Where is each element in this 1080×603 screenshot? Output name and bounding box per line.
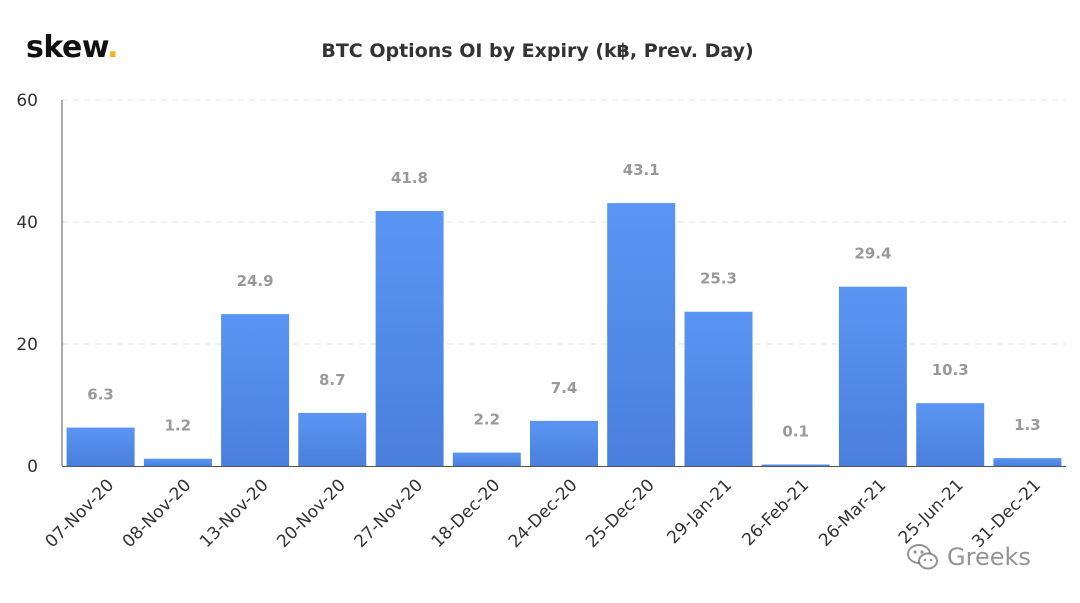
bar-27-Nov-20 bbox=[375, 211, 444, 466]
data-label: 7.4 bbox=[551, 379, 578, 397]
x-tick-label: 07-Nov-20 bbox=[42, 475, 119, 552]
x-tick-label: 20-Nov-20 bbox=[273, 475, 350, 552]
bar-20-Nov-20 bbox=[298, 412, 367, 466]
y-tick-label: 0 bbox=[27, 457, 38, 477]
bar-25-Jun-21 bbox=[916, 403, 985, 466]
watermark: Greeks bbox=[906, 540, 1031, 574]
data-label: 25.3 bbox=[700, 270, 737, 288]
y-tick-label: 60 bbox=[16, 91, 38, 111]
bar-13-Nov-20 bbox=[221, 314, 290, 466]
x-tick-label: 25-Dec-20 bbox=[582, 475, 659, 552]
data-label: 6.3 bbox=[87, 386, 114, 404]
data-label: 29.4 bbox=[854, 245, 891, 263]
x-tick-label: 25-Jun-21 bbox=[895, 475, 968, 548]
logo-text: skew bbox=[26, 30, 108, 65]
bar-31-Dec-21 bbox=[993, 458, 1062, 466]
data-label: 10.3 bbox=[932, 361, 969, 379]
y-tick-label: 20 bbox=[16, 335, 38, 355]
bar-08-Nov-20 bbox=[143, 458, 212, 466]
data-label: 24.9 bbox=[237, 272, 274, 290]
x-tick-label: 24-Dec-20 bbox=[505, 475, 582, 552]
skew-logo: skew. bbox=[26, 30, 119, 65]
chart-title: BTC Options OI by Expiry (k฿, Prev. Day) bbox=[321, 40, 754, 62]
logo-dot: . bbox=[107, 30, 119, 65]
bar-25-Dec-20 bbox=[607, 203, 676, 466]
data-label: 43.1 bbox=[623, 161, 660, 179]
bar-24-Dec-20 bbox=[530, 420, 598, 466]
bar-26-Feb-21 bbox=[761, 464, 830, 466]
y-tick-label: 40 bbox=[16, 213, 38, 233]
bar-18-Dec-20 bbox=[452, 452, 521, 466]
x-tick-label: 27-Nov-20 bbox=[350, 475, 427, 552]
x-tick-label: 26-Mar-21 bbox=[815, 475, 890, 550]
data-label: 1.2 bbox=[165, 417, 192, 435]
data-label: 2.2 bbox=[474, 411, 501, 429]
x-tick-label: 13-Nov-20 bbox=[196, 475, 273, 552]
bar-07-Nov-20 bbox=[66, 427, 135, 466]
x-tick-label: 26-Feb-21 bbox=[739, 475, 814, 550]
x-tick-label: 08-Nov-20 bbox=[119, 475, 196, 552]
data-label: 0.1 bbox=[782, 423, 809, 441]
data-label: 1.3 bbox=[1014, 416, 1041, 434]
watermark-text: Greeks bbox=[947, 543, 1031, 571]
wechat-icon bbox=[907, 544, 938, 570]
bar-26-Mar-21 bbox=[838, 286, 907, 466]
x-tick-label: 29-Jan-21 bbox=[663, 475, 736, 548]
data-label: 8.7 bbox=[319, 371, 346, 389]
data-label: 41.8 bbox=[391, 169, 428, 187]
x-tick-label: 18-Dec-20 bbox=[428, 475, 505, 552]
bar-29-Jan-21 bbox=[684, 311, 753, 466]
